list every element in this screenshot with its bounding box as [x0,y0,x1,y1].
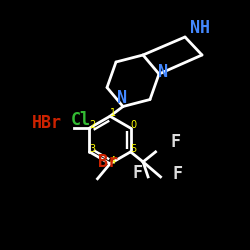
Text: 5: 5 [130,144,137,154]
Text: Br: Br [98,153,118,171]
Text: HBr: HBr [32,114,62,132]
Text: Cl: Cl [71,111,91,129]
Text: 4: 4 [110,156,116,166]
Text: N: N [158,63,168,81]
Text: F: F [170,133,180,151]
Text: 0: 0 [130,120,137,130]
Text: F: F [133,164,143,182]
Text: 3: 3 [90,144,96,154]
Text: N: N [117,89,127,107]
Text: 1: 1 [110,108,116,118]
Text: NH: NH [190,19,210,37]
Text: 2: 2 [90,120,96,130]
Text: F: F [173,165,183,183]
